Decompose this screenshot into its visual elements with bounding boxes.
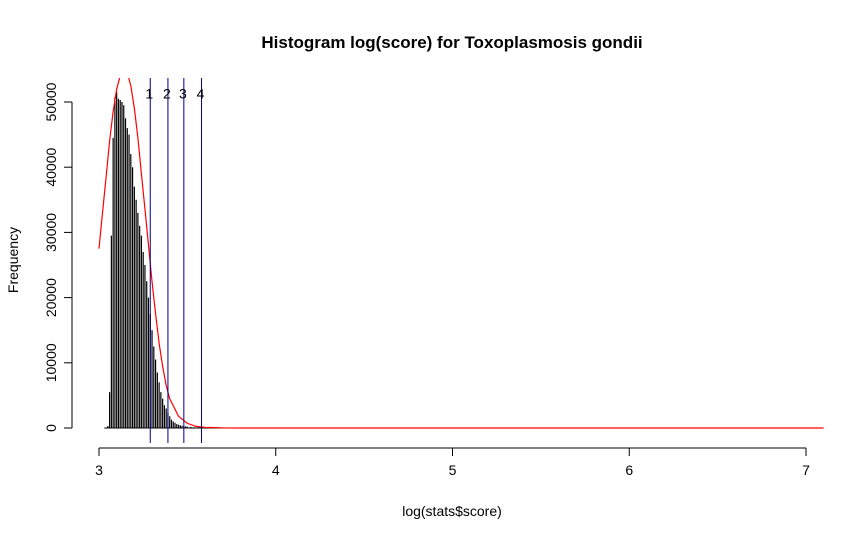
threshold-label-2: 2 [163,86,171,102]
y-tick-label: 20000 [43,278,59,317]
x-tick-label: 5 [449,462,457,478]
y-tick-label: 0 [43,424,59,432]
threshold-label-1: 1 [145,86,153,102]
y-tick-label: 30000 [43,213,59,252]
x-axis-label: log(stats$score) [402,503,502,519]
x-tick-label: 6 [625,462,633,478]
y-tick-label: 50000 [43,82,59,121]
fitted-curve-line [98,78,824,429]
threshold-label-4: 4 [197,86,205,102]
y-tick-label: 40000 [43,148,59,187]
threshold-label-3: 3 [179,86,187,102]
y-tick-label: 10000 [43,343,59,382]
fitted-curve [98,78,824,429]
x-tick-label: 3 [95,462,103,478]
y-axis-label: Frequency [5,227,21,293]
x-tick-label: 4 [272,462,280,478]
histogram-bars [104,92,250,429]
x-tick-label: 7 [802,462,810,478]
chart-title: Histogram log(score) for Toxoplasmosis g… [261,33,642,52]
y-axis: 0 10000 20000 30000 40000 50000 [43,82,73,432]
x-axis: 3 4 5 6 7 [95,447,810,478]
